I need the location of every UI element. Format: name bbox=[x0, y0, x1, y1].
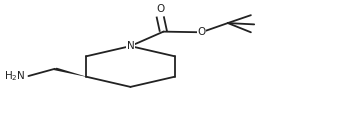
Text: O: O bbox=[197, 27, 205, 37]
Text: H$_2$N: H$_2$N bbox=[4, 69, 26, 83]
Text: N: N bbox=[126, 41, 134, 51]
Text: O: O bbox=[156, 4, 164, 14]
Polygon shape bbox=[53, 68, 86, 77]
